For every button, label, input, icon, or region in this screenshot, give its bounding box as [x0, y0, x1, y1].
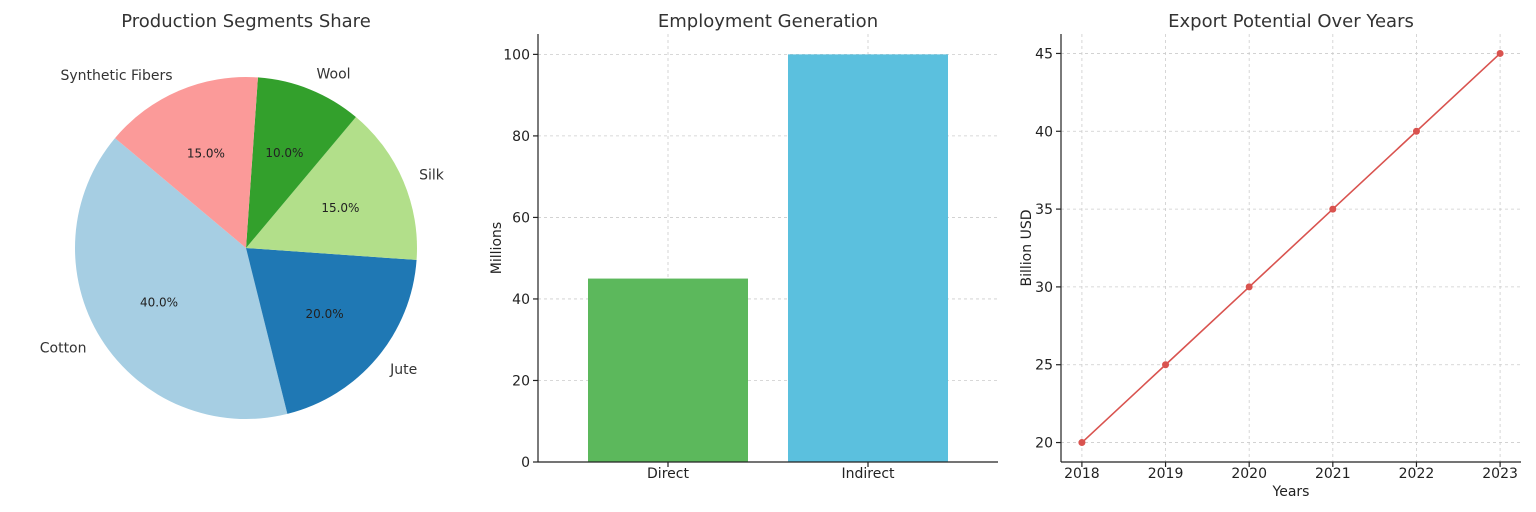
pie-slice-cotton: [75, 138, 288, 419]
line-chart-x-tick-label: 2021: [1315, 466, 1351, 482]
pie-label-cotton: Cotton: [40, 341, 87, 357]
pie-label-synthetic-fibers: Synthetic Fibers: [60, 68, 172, 84]
line-chart-x-tick-label: 2022: [1399, 466, 1435, 482]
pie-chart-title: Production Segments Share: [121, 11, 371, 32]
pie-slice-wool: [246, 77, 356, 248]
bar-chart-y-tick-label: 20: [512, 373, 530, 389]
pie-label-jute: Jute: [389, 362, 417, 378]
pie-slice-silk: [246, 117, 417, 260]
line-chart-panel: Export Potential Over Years 20 25 30 35 40 45…: [1019, 11, 1521, 500]
pie-label-silk: Silk: [419, 168, 445, 184]
line-chart-x-tick-label: 2019: [1148, 466, 1184, 482]
line-chart-x-tick-label: 2023: [1482, 466, 1518, 482]
bar-chart-x-tick-label: Direct: [647, 466, 689, 482]
bar-chart-axes: 0 20 40 60 80 100 Direct Indirect: [503, 34, 998, 482]
bar-indirect: [788, 54, 948, 462]
bar-chart-bars: [588, 54, 948, 462]
line-chart-y-tick-label: 40: [1035, 124, 1053, 140]
pie-percent-wool: 10.0%: [265, 146, 303, 160]
line-point-2021: [1329, 205, 1337, 213]
bar-chart-y-tick-label: 0: [521, 455, 530, 471]
bar-chart-y-axis-label: Millions: [489, 222, 505, 274]
pie-label-wool: Wool: [317, 67, 351, 83]
bar-chart-y-tick-label: 40: [512, 292, 530, 308]
line-chart-x-tick-label: 2018: [1064, 466, 1100, 482]
line-chart-title: Export Potential Over Years: [1168, 11, 1414, 32]
line-chart-axes: 20 25 30 35 40 45 2018 2019 2020 2021 2022 2023: [1035, 34, 1521, 482]
bar-chart-y-tick-label: 100: [503, 47, 530, 63]
line-chart-x-axis-label: Years: [1272, 484, 1310, 500]
line-chart-y-tick-label: 20: [1035, 436, 1053, 452]
line-chart-series: [1078, 49, 1504, 447]
line-series-export: [1081, 52, 1501, 444]
pie-percent-jute: 20.0%: [306, 307, 344, 321]
pie-percent-cotton: 40.0%: [140, 295, 178, 309]
pie-chart-panel: Production Segments Share Cotton 40.0% Jut…: [40, 11, 445, 419]
line-chart-y-axis-label: Billion USD: [1019, 210, 1035, 287]
pie-slices: [75, 77, 417, 419]
bar-chart-y-tick-label: 80: [512, 129, 530, 145]
bar-chart-panel: Employment Generation 0 20 40 60 80 100 Direct…: [489, 11, 998, 482]
line-chart-y-tick-label: 30: [1035, 280, 1053, 296]
line-chart-y-tick-label: 25: [1035, 358, 1053, 374]
pie-percent-synthetic-fibers: 15.0%: [187, 147, 225, 161]
pie-labels: Cotton 40.0% Jute 20.0% Silk 15.0% Wool 10.0% Sy…: [40, 67, 445, 378]
bar-direct: [588, 278, 748, 462]
line-point-2019: [1162, 361, 1170, 369]
line-point-2023: [1496, 49, 1504, 57]
line-point-2022: [1412, 127, 1420, 135]
line-chart-y-tick-label: 45: [1035, 46, 1053, 62]
pie-slice-jute: [246, 248, 417, 414]
line-chart-x-tick-label: 2020: [1231, 466, 1267, 482]
pie-percent-silk: 15.0%: [321, 201, 359, 215]
line-chart-y-tick-label: 35: [1035, 202, 1053, 218]
bar-chart-x-tick-label: Indirect: [841, 466, 895, 482]
line-point-2020: [1245, 283, 1253, 291]
line-point-2018: [1078, 439, 1086, 447]
pie-slice-synthetic-fibers: [115, 77, 258, 248]
bar-chart-y-tick-label: 60: [512, 210, 530, 226]
line-chart-grid: [1061, 34, 1521, 462]
bar-chart-title: Employment Generation: [658, 11, 878, 32]
